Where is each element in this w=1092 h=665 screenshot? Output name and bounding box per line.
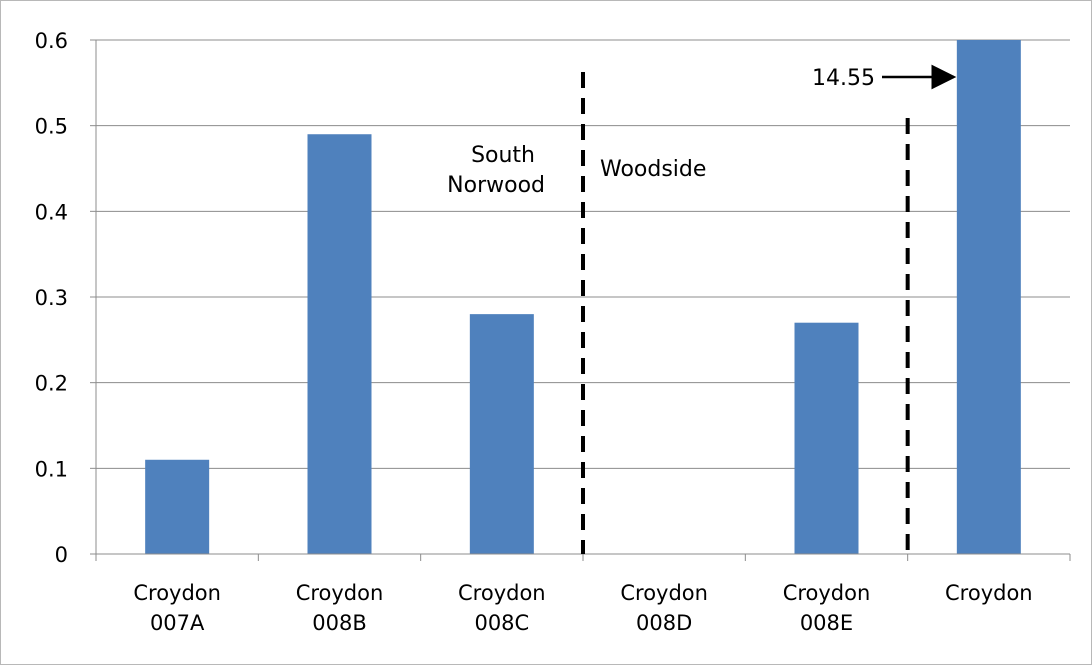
axes	[90, 39, 1071, 561]
bars	[145, 40, 1021, 554]
y-tick-label: 0	[55, 543, 68, 567]
y-tick-labels: 0 0.1 0.2 0.3 0.4 0.5 0.6	[35, 29, 68, 567]
x-tick-label: Croydon 008C	[458, 581, 546, 635]
y-tick-label: 0.4	[35, 200, 68, 224]
x-tick-labels: Croydon 007A Croydon 008B Croydon 008C Croydon…	[133, 581, 1032, 635]
y-tick-label: 0.3	[35, 286, 68, 310]
x-tick-label: Croydon 007A	[133, 581, 221, 635]
x-tick-label: Croydon	[945, 581, 1033, 605]
x-tick-label: Croydon 008E	[783, 581, 871, 635]
bar	[469, 314, 534, 554]
region-label-south-norwood: South Norwood	[447, 143, 545, 198]
bar	[145, 459, 210, 554]
y-tick-label: 0.2	[35, 372, 68, 396]
x-tick-label: Croydon 008B	[296, 581, 384, 635]
y-tick-label: 0.6	[35, 29, 68, 53]
bar	[307, 134, 372, 554]
bar	[956, 40, 1021, 554]
y-tick-label: 0.5	[35, 115, 68, 139]
overflow-value-label: 14.55	[812, 66, 875, 91]
bar	[794, 322, 859, 554]
region-label-woodside: Woodside	[600, 157, 706, 182]
x-tick-label: Croydon 008D	[620, 581, 708, 635]
y-tick-label: 0.1	[35, 457, 68, 481]
annotations: South Norwood Woodside 14.55	[447, 64, 957, 554]
